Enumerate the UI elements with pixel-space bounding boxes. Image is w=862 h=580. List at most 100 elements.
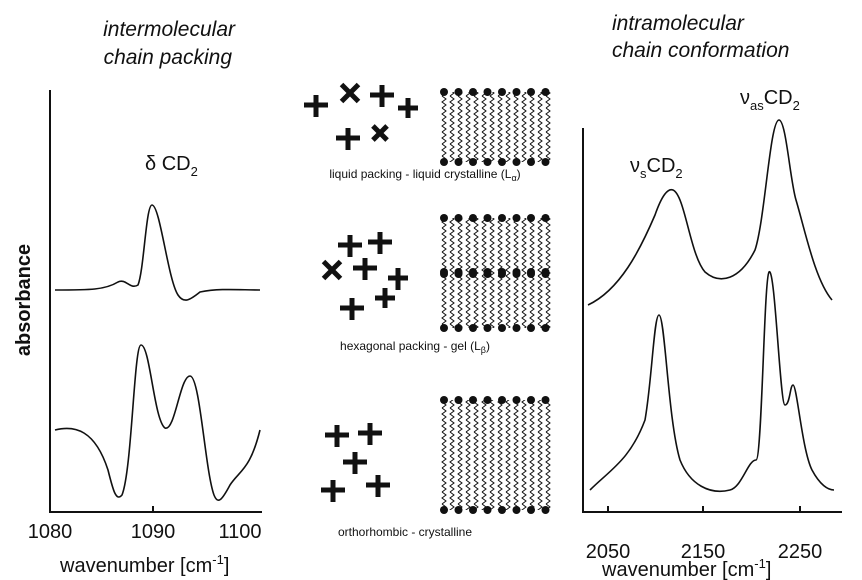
caption-sub: α [511, 173, 516, 183]
caption-end: ) [486, 339, 490, 353]
head-group [498, 324, 506, 332]
molecule-icons [304, 82, 418, 502]
left-title: intermolecular [103, 18, 236, 41]
spectrum [589, 271, 835, 492]
peak-label-sub: 2 [793, 98, 800, 113]
head-group [512, 506, 521, 514]
head-group [527, 158, 535, 166]
head-group [498, 506, 506, 514]
caption-end: ) [517, 167, 521, 181]
head-group [454, 214, 463, 222]
head-group [512, 88, 521, 96]
peak-label-sub: 2 [675, 166, 682, 181]
head-group [498, 396, 506, 404]
spectrum [54, 344, 261, 501]
head-group [541, 270, 550, 278]
caption-text: liquid packing - liquid crystalline (L [329, 167, 511, 181]
peak-label-nu: ν [740, 87, 750, 109]
x-label-end: ] [224, 555, 230, 577]
head-group [541, 214, 550, 222]
head-group [483, 214, 492, 222]
head-group [527, 214, 535, 222]
head-group [541, 158, 550, 166]
head-group [527, 324, 535, 332]
head-group [483, 324, 492, 332]
x-label: wavenumber [cm-1] [59, 552, 229, 577]
head-group [440, 396, 448, 404]
head-group [454, 88, 463, 96]
caption-sub: β [481, 345, 486, 355]
x-label-text: wavenumber [cm [59, 555, 212, 577]
x-label: wavenumber [cm-1] [601, 556, 771, 580]
head-group [483, 270, 492, 278]
left-title: chain packing [104, 46, 233, 69]
x-label-sup: -1 [754, 556, 766, 571]
right-title: intramolecular [612, 12, 745, 35]
head-group [440, 88, 448, 96]
head-group [512, 270, 521, 278]
peak-label-text: CD [647, 155, 676, 177]
peak-label: νsCD2 [630, 155, 683, 181]
peak-label-sub: as [750, 98, 764, 113]
x-label-sup: -1 [212, 552, 224, 567]
head-group [498, 214, 506, 222]
head-group [527, 88, 535, 96]
head-group [469, 506, 477, 514]
head-group [454, 270, 463, 278]
x-tick-label: 1100 [218, 521, 261, 543]
head-group [454, 158, 463, 166]
peak-label-sub: s [640, 166, 647, 181]
x-label-end: ] [766, 559, 772, 580]
head-group [483, 158, 492, 166]
head-group [469, 214, 477, 222]
head-group [440, 506, 448, 514]
x-tick-label: 2050 [586, 541, 631, 563]
head-group [483, 506, 492, 514]
axes [582, 128, 842, 513]
head-group [512, 158, 521, 166]
caption: hexagonal packing - gel (Lβ) [340, 339, 490, 355]
peak-label-text: δ CD [145, 153, 191, 175]
peak-label-nu: ν [630, 155, 640, 177]
head-group [541, 88, 550, 96]
spectrum [587, 119, 833, 306]
peak-label: δ CD2 [145, 153, 198, 179]
head-group [483, 396, 492, 404]
head-group [454, 506, 463, 514]
head-group [440, 214, 448, 222]
x-label-text: wavenumber [cm [601, 559, 754, 580]
head-group [512, 214, 521, 222]
head-group [527, 270, 535, 278]
head-group [483, 88, 492, 96]
head-group [440, 324, 448, 332]
head-group [454, 396, 463, 404]
head-group [469, 324, 477, 332]
peak-label-sub: 2 [191, 164, 198, 179]
head-group [498, 88, 506, 96]
spectrum [54, 204, 261, 301]
x-tick-label: 2250 [778, 541, 823, 563]
head-group [541, 396, 550, 404]
head-group [469, 88, 477, 96]
head-group [454, 324, 463, 332]
x-tick-label: 1080 [28, 521, 73, 543]
head-group [512, 324, 521, 332]
head-group [469, 158, 477, 166]
caption: liquid packing - liquid crystalline (Lα) [329, 167, 520, 183]
x-tick-label: 2150 [681, 541, 726, 563]
head-group [527, 396, 535, 404]
right-title: chain conformation [612, 39, 789, 62]
head-group [512, 396, 521, 404]
x-tick-label: 1090 [131, 521, 176, 543]
bilayer-diagrams [440, 88, 552, 514]
head-group [541, 506, 550, 514]
head-group [541, 324, 550, 332]
peak-label-text: CD [764, 87, 793, 109]
y-label: absorbance [13, 244, 35, 356]
head-group [498, 270, 506, 278]
caption: orthorhombic - crystalline [338, 525, 472, 539]
peak-label: νasCD2 [740, 87, 800, 113]
head-group [469, 270, 477, 278]
head-group [527, 506, 535, 514]
